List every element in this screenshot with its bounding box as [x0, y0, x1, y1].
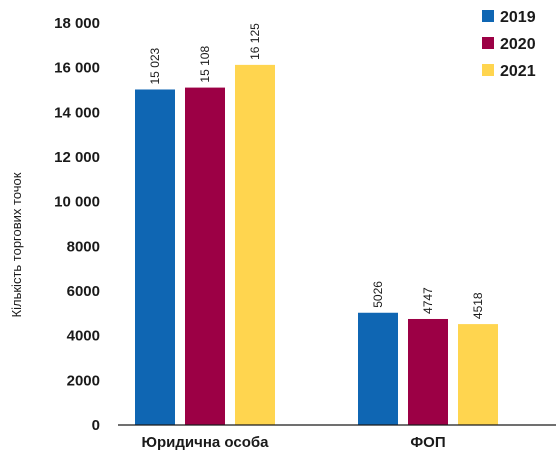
y-tick-label: 18 000 — [54, 15, 100, 32]
y-tick-label: 6000 — [67, 283, 100, 300]
data-label: 4518 — [471, 292, 485, 319]
data-label: 5026 — [371, 281, 385, 308]
bar-2019-legal-entity — [135, 89, 175, 426]
bar-2019-fop — [358, 312, 398, 425]
y-tick-label: 4000 — [67, 328, 100, 345]
y-tick-label: 14 000 — [54, 104, 100, 121]
legend-label: 2020 — [500, 36, 536, 53]
y-tick-label: 8000 — [67, 238, 100, 255]
bar-2021-legal-entity — [235, 64, 275, 425]
bar-2020-fop — [408, 318, 448, 425]
data-labels: 15 023 15 108 16 125 5026 4747 4518 — [148, 23, 485, 319]
x-axis-categories: Юридична особа ФОП — [142, 434, 446, 451]
y-tick-label: 16 000 — [54, 60, 100, 77]
bar-2020-legal-entity — [185, 87, 225, 425]
y-tick-label: 2000 — [67, 372, 100, 389]
y-tick-label: 12 000 — [54, 149, 100, 166]
y-tick-label: 10 000 — [54, 194, 100, 211]
legend-swatch-2020 — [482, 37, 494, 49]
data-label: 16 125 — [248, 23, 262, 60]
legend-swatch-2021 — [482, 64, 494, 76]
legend: 2019 2020 2021 — [482, 9, 536, 80]
data-label: 15 108 — [198, 46, 212, 83]
data-label: 15 023 — [148, 47, 162, 84]
x-category-label: Юридична особа — [142, 434, 270, 451]
y-axis-ticks: 0 2000 4000 6000 8000 10 000 12 000 14 000 16 00… — [54, 15, 100, 434]
bar-2021-fop — [458, 324, 498, 425]
legend-label: 2019 — [500, 9, 536, 26]
y-axis-label: Кількість торгових точок — [9, 172, 24, 317]
legend-label: 2021 — [500, 63, 536, 80]
x-category-label: ФОП — [410, 434, 445, 451]
legend-swatch-2019 — [482, 10, 494, 22]
y-tick-label: 0 — [92, 417, 100, 434]
bars — [135, 64, 498, 426]
data-label: 4747 — [421, 287, 435, 314]
